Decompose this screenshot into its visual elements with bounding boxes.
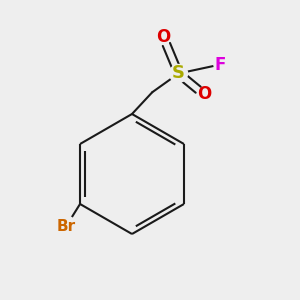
Circle shape [157,31,170,44]
Circle shape [169,64,188,82]
Circle shape [56,216,76,237]
Circle shape [197,88,211,101]
Circle shape [214,58,227,71]
Text: O: O [156,28,171,46]
Text: S: S [172,64,185,82]
Text: O: O [197,85,211,103]
Text: F: F [215,56,226,74]
Text: Br: Br [56,219,76,234]
